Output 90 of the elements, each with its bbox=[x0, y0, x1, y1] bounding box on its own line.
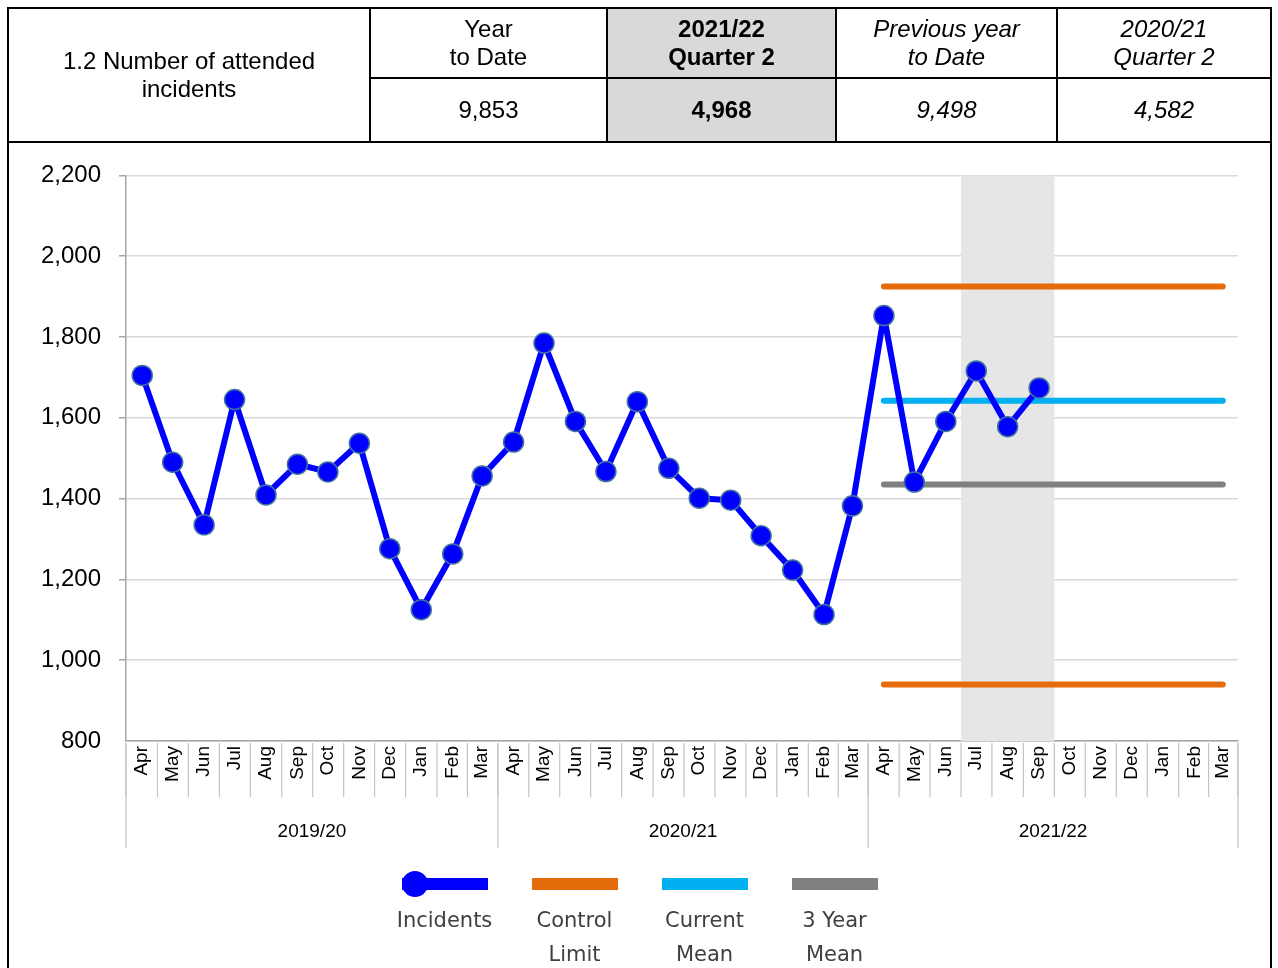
x-tick-label: Dec bbox=[378, 746, 400, 780]
point bbox=[223, 388, 246, 411]
point bbox=[719, 489, 742, 511]
y-tick-label: 1,800 bbox=[40, 321, 101, 349]
x-tick-label: Sep bbox=[1027, 746, 1049, 780]
text: 2019/20 bbox=[277, 820, 347, 842]
data-label: 9,498 bbox=[836, 78, 1057, 141]
x-tick-label: Apr bbox=[501, 745, 523, 776]
x-tick-label: Mar bbox=[840, 745, 862, 779]
y-tick-label: 1,600 bbox=[40, 402, 101, 430]
point bbox=[255, 484, 277, 506]
point bbox=[286, 453, 309, 476]
point bbox=[161, 451, 184, 473]
y-tick-label: 2,200 bbox=[40, 160, 101, 188]
y-tick-label: 1,400 bbox=[40, 483, 101, 511]
point bbox=[903, 471, 926, 493]
data-label: 4,582 bbox=[1057, 78, 1270, 141]
x-tick-label: Apr bbox=[872, 745, 894, 776]
x-tick-label: Aug bbox=[625, 746, 647, 780]
x-tick-label: Oct bbox=[316, 745, 338, 776]
legend-label: 3 Year Mean bbox=[801, 907, 868, 968]
x-tick-label: Jan bbox=[780, 746, 802, 777]
x-tick-label: Jun bbox=[934, 746, 956, 777]
x-tick-label: Nov bbox=[718, 745, 740, 780]
x-tick-label: Jul bbox=[222, 746, 244, 771]
x-tick-label: Jun bbox=[563, 746, 585, 777]
point bbox=[502, 431, 525, 453]
point bbox=[658, 457, 680, 480]
point bbox=[595, 460, 617, 483]
point bbox=[841, 495, 864, 517]
y-tick-label: 800 bbox=[60, 725, 101, 753]
point bbox=[781, 559, 804, 581]
x-tick-label: Jan bbox=[1151, 746, 1173, 777]
point bbox=[131, 364, 153, 387]
point bbox=[441, 543, 464, 565]
x-tick-label: Dec bbox=[1119, 746, 1141, 780]
point bbox=[996, 415, 1019, 438]
point bbox=[317, 461, 339, 483]
point bbox=[193, 514, 215, 536]
x-tick-label: Mar bbox=[1211, 745, 1233, 779]
point bbox=[626, 390, 649, 413]
x-tick-label: Jul bbox=[964, 746, 986, 771]
point bbox=[688, 487, 710, 509]
x-tick-label: Nov bbox=[347, 745, 369, 780]
x-tick-label: Jan bbox=[409, 746, 431, 777]
x-tick-label: Jun bbox=[192, 746, 214, 777]
x-tick-label: Mar bbox=[470, 745, 492, 779]
category-label: Year to Date bbox=[370, 9, 607, 78]
legend-label: Incidents bbox=[396, 907, 493, 934]
point bbox=[348, 432, 371, 454]
x-tick-label: Sep bbox=[657, 746, 679, 780]
x-tick-label: Feb bbox=[440, 746, 462, 779]
x-tick-label: Oct bbox=[1057, 745, 1079, 776]
category-label: Previous year to Date bbox=[836, 9, 1057, 78]
y-tick-label: 2,000 bbox=[40, 240, 101, 268]
legend-label: Control Limit bbox=[535, 907, 614, 968]
x-tick-label: Aug bbox=[995, 746, 1017, 780]
point bbox=[379, 537, 401, 560]
data-label: 9,853 bbox=[370, 78, 607, 141]
x-tick-label: May bbox=[902, 745, 924, 782]
legend-label: Current Mean bbox=[664, 907, 745, 968]
x-tick-label: Feb bbox=[812, 746, 834, 779]
category-label: 2020/21 Quarter 2 bbox=[1057, 9, 1270, 78]
x-tick-label: Oct bbox=[687, 745, 709, 776]
point bbox=[873, 304, 895, 327]
y-tick-label: 1,200 bbox=[40, 564, 101, 592]
x-tick-label: May bbox=[160, 745, 182, 782]
text: 2020/21 bbox=[648, 820, 718, 842]
point bbox=[564, 410, 587, 433]
point bbox=[471, 465, 493, 487]
x-tick-label: Feb bbox=[1182, 746, 1204, 779]
point bbox=[750, 525, 772, 547]
text: 1.2 Number of attended incidents bbox=[9, 9, 370, 141]
x-tick-label: May bbox=[532, 745, 554, 782]
point bbox=[533, 332, 555, 354]
y-tick-label: 1,000 bbox=[40, 644, 101, 672]
point bbox=[813, 603, 835, 626]
text: 2021/22 bbox=[1018, 820, 1088, 842]
x-tick-label: Jul bbox=[594, 746, 616, 771]
point bbox=[410, 598, 432, 621]
x-tick-label: Nov bbox=[1089, 745, 1111, 780]
x-tick-label: Dec bbox=[749, 746, 771, 780]
data-label: 4,968 bbox=[607, 78, 836, 141]
x-tick-label: Sep bbox=[285, 746, 307, 780]
point bbox=[935, 410, 957, 433]
x-tick-label: Apr bbox=[130, 745, 152, 776]
category-label: 2021/22 Quarter 2 bbox=[607, 9, 836, 78]
point bbox=[965, 360, 987, 382]
point bbox=[1028, 377, 1050, 399]
x-tick-label: Aug bbox=[254, 746, 276, 780]
